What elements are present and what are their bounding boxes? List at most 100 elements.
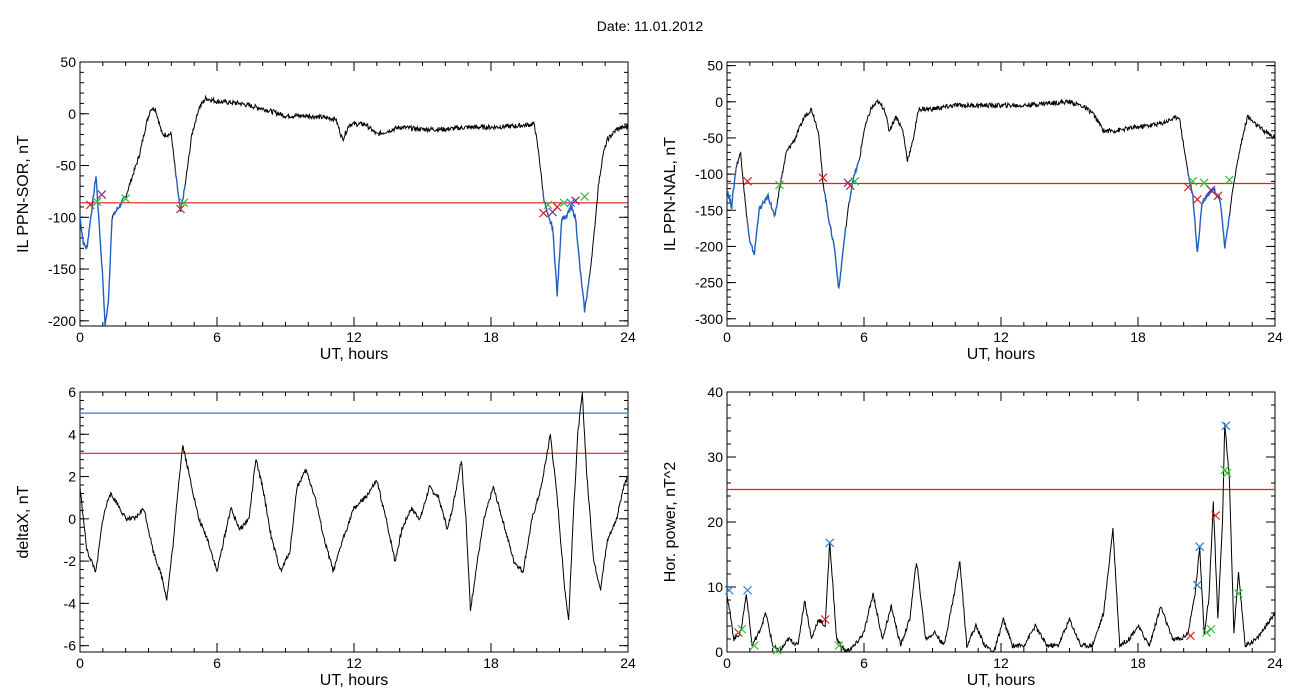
y-tick-label: -100 <box>48 209 76 225</box>
y-tick-label: -2 <box>64 553 77 569</box>
cross-marker <box>772 645 782 655</box>
x-tick-label: 24 <box>620 329 636 345</box>
cross-marker <box>1222 468 1232 478</box>
y-tick-label: -300 <box>695 311 723 327</box>
x-tick-label: 18 <box>483 329 499 345</box>
y-tick-label: 30 <box>707 449 723 465</box>
chart-deltax: 0 6 12 18 24 6 4 2 0 -2 -4 -6 UT, hours deltaX, nT <box>15 384 636 689</box>
y-tick-label: -50 <box>703 130 723 146</box>
cross-marker <box>743 585 752 595</box>
y-axis-label: Hor. power, nT^2 <box>662 462 679 583</box>
y-tick-label: 2 <box>68 469 76 485</box>
x-tick-label: 0 <box>76 329 84 345</box>
y-tick-label: -4 <box>64 595 77 611</box>
series-line-highlight <box>542 190 590 313</box>
series-line-highlight <box>849 159 861 202</box>
x-tick-label: 0 <box>723 329 731 345</box>
y-tick-label: 20 <box>707 514 723 530</box>
chart-nal: 0 6 12 18 24 50 0 -50 -100 -150 -200 -250 -300 UT, ho… <box>662 58 1283 363</box>
cross-marker <box>825 538 835 548</box>
y-axis-label: IL PPN-SOR, nT <box>15 135 32 253</box>
y-tick-label: -50 <box>56 158 76 174</box>
x-tick-label: 18 <box>1130 655 1146 671</box>
chart-horpower: 0 6 12 18 24 40 30 20 10 0 UT, hours Hor. power, nT… <box>662 384 1283 689</box>
x-tick-label: 24 <box>620 655 636 671</box>
cross-marker <box>539 208 548 218</box>
cross-marker <box>543 200 553 210</box>
cross-marker <box>1221 421 1231 431</box>
y-tick-label: 0 <box>68 511 76 527</box>
cross-marker <box>818 173 828 183</box>
x-tick-label: 12 <box>993 329 1009 345</box>
series-trace <box>727 422 1275 652</box>
cross-marker <box>179 198 189 208</box>
y-tick-label: -200 <box>48 313 76 329</box>
y-tick-label: -200 <box>695 238 723 254</box>
cross-marker <box>176 204 185 214</box>
cross-marker <box>571 196 580 206</box>
x-tick-label: 24 <box>1267 655 1283 671</box>
cross-marker <box>1188 176 1198 186</box>
x-tick-label: 12 <box>346 655 362 671</box>
series-line <box>588 123 628 278</box>
cross-marker <box>724 585 734 595</box>
cross-marker <box>1211 511 1221 520</box>
series-line <box>858 98 1189 171</box>
x-tick-label: 12 <box>993 655 1009 671</box>
cross-marker <box>92 197 102 207</box>
x-tick-label: 18 <box>483 655 499 671</box>
x-tick-label: 0 <box>723 655 731 671</box>
y-tick-label: 6 <box>68 384 76 400</box>
series-line <box>1228 114 1275 217</box>
page-title: Date: 11.01.2012 <box>596 18 704 34</box>
y-tick-label: 4 <box>68 426 76 442</box>
series-line <box>80 393 628 621</box>
y-tick-label: 50 <box>707 58 723 74</box>
y-axis-label: IL PPN-NAL, nT <box>662 137 679 251</box>
x-axis-label: UT, hours <box>320 346 388 363</box>
series-line <box>735 151 748 219</box>
x-axis-label: UT, hours <box>967 346 1035 363</box>
cross-marker <box>1224 175 1234 185</box>
cross-marker <box>1206 185 1216 195</box>
cross-marker <box>749 641 759 650</box>
series-line <box>727 422 1275 652</box>
x-axis-label: UT, hours <box>967 672 1035 689</box>
y-tick-label: 0 <box>715 94 723 110</box>
x-axis-label: UT, hours <box>320 672 388 689</box>
cross-marker <box>775 180 784 190</box>
plot-frame <box>726 391 1276 653</box>
series-line-highlight <box>1187 170 1230 252</box>
y-tick-label: -100 <box>695 166 723 182</box>
cross-marker <box>820 615 830 624</box>
series-trace <box>727 98 1275 290</box>
x-tick-label: 18 <box>1130 329 1146 345</box>
cross-marker <box>850 176 860 186</box>
series-trace <box>80 94 628 326</box>
series-line <box>776 107 826 204</box>
chart-sor: 0 6 12 18 24 50 0 -50 -100 -150 -200 UT, hours IL PP… <box>15 54 636 363</box>
x-tick-label: 6 <box>860 329 868 345</box>
y-tick-label: -150 <box>695 202 723 218</box>
cross-marker <box>1213 191 1223 201</box>
cross-marker <box>834 641 844 650</box>
cross-marker <box>1186 631 1195 641</box>
cross-marker <box>85 200 95 210</box>
plot-frame <box>79 391 629 653</box>
cross-marker <box>1199 178 1209 188</box>
x-tick-label: 6 <box>213 329 221 345</box>
cross-marker <box>559 198 569 208</box>
x-tick-label: 6 <box>213 655 221 671</box>
cross-marker <box>1192 195 1202 204</box>
plot-frame <box>79 61 629 327</box>
cross-marker <box>97 190 107 199</box>
series-line <box>184 94 544 191</box>
x-tick-label: 6 <box>860 655 868 671</box>
series-line <box>111 213 115 220</box>
series-trace <box>80 393 628 621</box>
x-tick-label: 24 <box>1267 329 1283 345</box>
series-line-highlight <box>746 192 778 256</box>
y-tick-label: 0 <box>715 644 723 660</box>
cross-marker <box>1206 624 1216 634</box>
